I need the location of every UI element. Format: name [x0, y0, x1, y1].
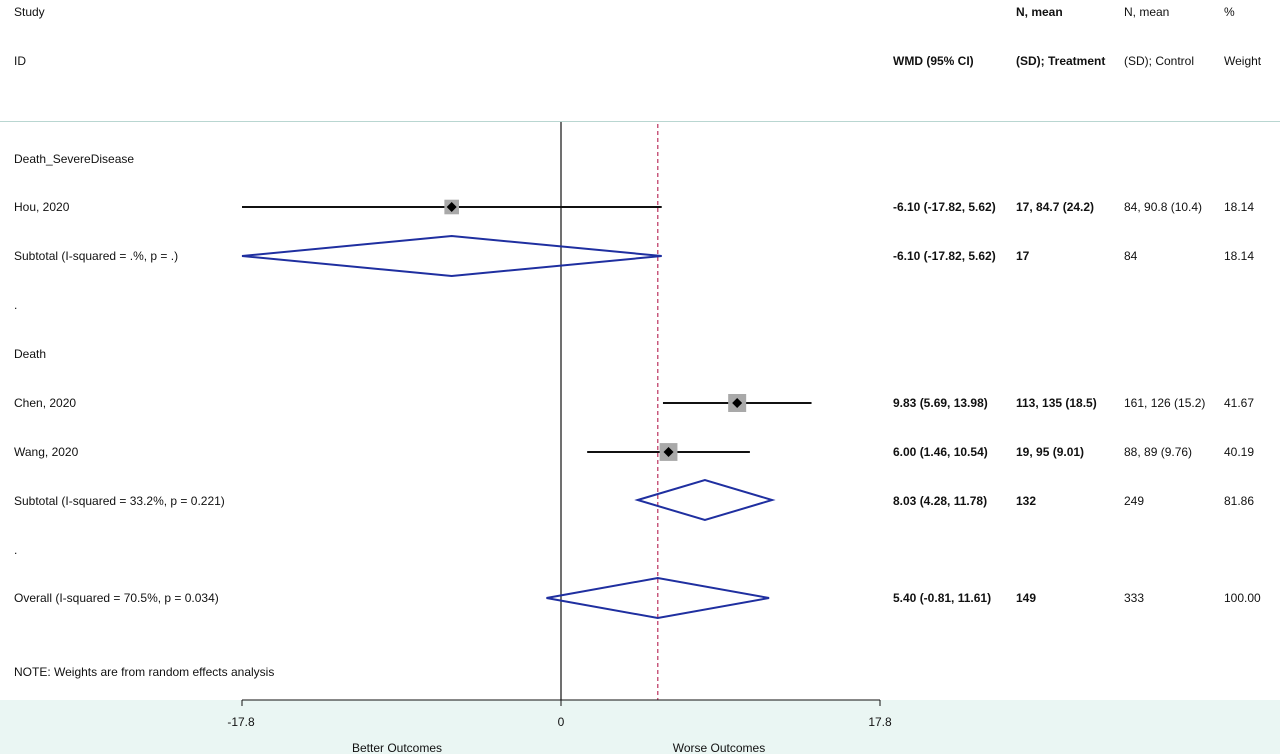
header-weight-line1: %: [1224, 5, 1235, 19]
row-label-group-severe: Death_SevereDisease: [14, 152, 135, 166]
header-control-line2: (SD); Control: [1124, 54, 1195, 68]
point-estimate-wang: [663, 447, 674, 457]
weight-hou: 18.14: [1224, 200, 1255, 214]
weight-chen: 41.67: [1224, 396, 1255, 410]
control-wang: 88, 89 (9.76): [1124, 445, 1193, 459]
treatment-wang: 19, 95 (9.01): [1016, 445, 1085, 459]
row-label-spacer-2: .: [14, 543, 18, 557]
wmd-overall: 5.40 (-0.81, 11.61): [893, 591, 992, 605]
header-weight-line2: Weight: [1224, 54, 1262, 68]
control-subtotal-severe: 84: [1124, 249, 1138, 263]
header-control-line1: N, mean: [1124, 5, 1170, 19]
control-subtotal-death: 249: [1124, 494, 1145, 508]
treatment-overall: 149: [1016, 591, 1037, 605]
tick-label-left: -17.8: [227, 715, 255, 729]
wmd-hou: -6.10 (-17.82, 5.62): [893, 200, 996, 214]
treatment-chen: 113, 135 (18.5): [1016, 396, 1097, 410]
control-chen: 161, 126 (15.2): [1124, 396, 1206, 410]
tick-label-zero: 0: [557, 715, 565, 729]
weight-overall: 100.00: [1224, 591, 1261, 605]
row-label-wang: Wang, 2020: [14, 445, 79, 459]
header-id: ID: [14, 54, 26, 68]
point-estimate-hou: [446, 202, 457, 212]
wmd-subtotal-death: 8.03 (4.28, 11.78): [893, 494, 988, 508]
caption-worse-outcomes: Worse Outcomes: [672, 741, 766, 755]
weight-subtotal-death: 81.86: [1224, 494, 1255, 508]
diamond-overall: [546, 576, 770, 620]
wmd-wang: 6.00 (1.46, 10.54): [893, 445, 988, 459]
control-hou: 84, 90.8 (10.4): [1124, 200, 1203, 214]
header-treatment-line1: N, mean: [1016, 5, 1063, 19]
footnote: NOTE: Weights are from random effects an…: [14, 665, 275, 679]
row-label-chen: Chen, 2020: [14, 396, 77, 410]
wmd-subtotal-severe: -6.10 (-17.82, 5.62): [893, 249, 996, 263]
weight-wang: 40.19: [1224, 445, 1255, 459]
weight-subtotal-severe: 18.14: [1224, 249, 1255, 263]
wmd-chen: 9.83 (5.69, 13.98): [893, 396, 988, 410]
treatment-hou: 17, 84.7 (24.2): [1016, 200, 1095, 214]
caption-better-outcomes: Better Outcomes: [351, 741, 443, 755]
control-overall: 333: [1124, 591, 1145, 605]
diamond-subtotal-severe: [241, 234, 662, 278]
axis-band: [0, 700, 1280, 754]
treatment-subtotal-severe: 17: [1016, 249, 1030, 263]
header-study: Study: [14, 5, 45, 19]
header-treatment-line2: (SD); Treatment: [1016, 54, 1106, 68]
tick-label-right: 17.8: [868, 715, 892, 729]
row-label-subtotal-death: Subtotal (I-squared = 33.2%, p = 0.221): [14, 494, 225, 508]
point-estimate-chen: [732, 398, 743, 408]
treatment-subtotal-death: 132: [1016, 494, 1037, 508]
row-label-group-death: Death: [14, 347, 47, 361]
header-divider: [0, 121, 1280, 122]
row-label-spacer-1: .: [14, 298, 18, 312]
diamond-subtotal-death: [634, 478, 776, 522]
row-label-subtotal-severe: Subtotal (I-squared = .%, p = .): [14, 249, 179, 263]
row-label-hou: Hou, 2020: [14, 200, 70, 214]
row-label-overall: Overall (I-squared = 70.5%, p = 0.034): [14, 591, 219, 605]
header-wmd: WMD (95% CI): [893, 54, 974, 68]
